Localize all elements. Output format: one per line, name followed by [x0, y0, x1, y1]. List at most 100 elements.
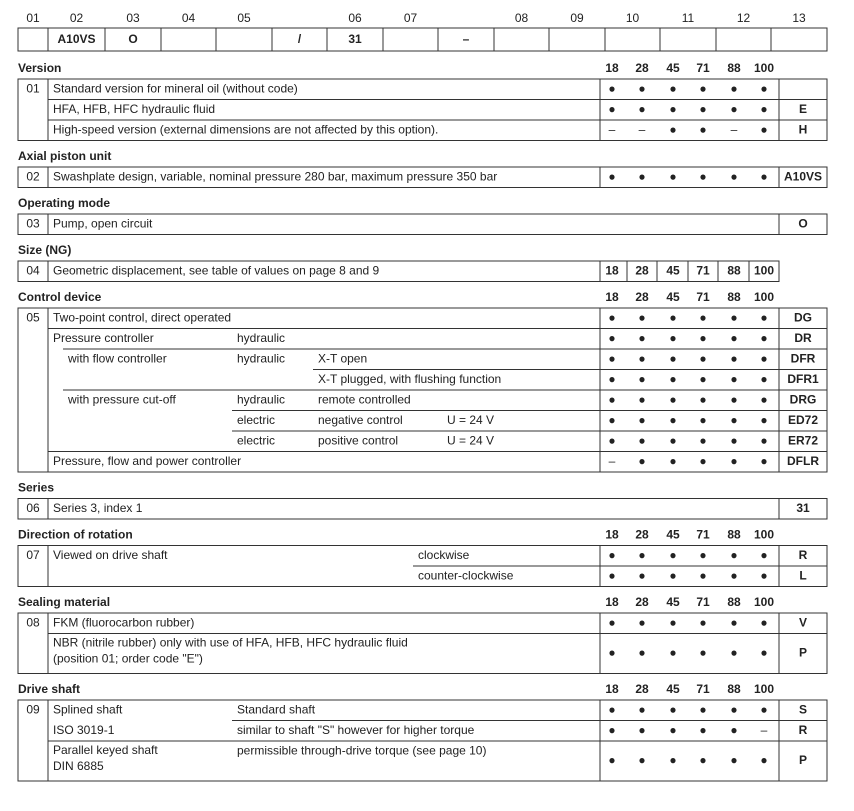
- section-number: 04: [26, 263, 40, 277]
- availability-mark: ●: [730, 723, 737, 737]
- availability-mark: ●: [730, 310, 737, 324]
- section-number: 08: [26, 615, 40, 629]
- size-header: 45: [666, 595, 680, 609]
- availability-mark: ●: [608, 331, 615, 345]
- availability-mark: –: [731, 122, 738, 136]
- row-text: similar to shaft "S" however for higher …: [237, 723, 475, 737]
- availability-mark: –: [609, 454, 616, 468]
- row-text: Swashplate design, variable, nominal pre…: [53, 169, 497, 183]
- size-header: 71: [696, 682, 710, 696]
- availability-mark: ●: [730, 753, 737, 767]
- availability-mark: ●: [730, 392, 737, 406]
- row-text: counter-clockwise: [418, 568, 514, 582]
- section-title: Axial piston unit: [18, 149, 111, 163]
- order-code: DFR: [791, 351, 816, 365]
- availability-mark: ●: [730, 548, 737, 562]
- section-title: Drive shaft: [18, 682, 80, 696]
- size-header: 88: [727, 682, 741, 696]
- availability-mark: ●: [699, 310, 706, 324]
- availability-mark: ●: [669, 413, 676, 427]
- order-code: S: [799, 702, 807, 716]
- position-label: 11: [682, 11, 695, 25]
- row-text: Geometric displacement, see table of val…: [53, 263, 380, 277]
- availability-mark: ●: [699, 433, 706, 447]
- availability-mark: ●: [699, 413, 706, 427]
- availability-mark: ●: [669, 372, 676, 386]
- availability-mark: ●: [669, 81, 676, 95]
- section-number: 09: [26, 702, 40, 716]
- availability-mark: ●: [760, 454, 767, 468]
- availability-mark: ●: [699, 548, 706, 562]
- size-header: 100: [754, 290, 774, 304]
- availability-mark: ●: [760, 646, 767, 660]
- availability-mark: ●: [669, 753, 676, 767]
- order-code: O: [798, 216, 807, 230]
- availability-mark: ●: [638, 646, 645, 660]
- size-header: 28: [635, 61, 649, 75]
- section-number: 02: [26, 169, 40, 183]
- section-number: 07: [26, 548, 40, 562]
- code-cell: [770, 27, 828, 52]
- availability-mark: ●: [669, 433, 676, 447]
- code-value: 31: [348, 32, 362, 46]
- availability-mark: ●: [669, 615, 676, 629]
- code-value: /: [298, 32, 302, 46]
- size-value: 100: [754, 263, 774, 277]
- section-title: Version: [18, 61, 61, 75]
- size-header: 45: [666, 528, 680, 542]
- row-text: U = 24 V: [447, 413, 494, 427]
- availability-mark: ●: [760, 331, 767, 345]
- section-box: [17, 612, 780, 674]
- row-text: Viewed on drive shaft: [53, 548, 168, 562]
- row-text: Standard version for mineral oil (withou…: [53, 81, 298, 95]
- row-text: electric: [237, 433, 275, 447]
- row-text: with flow controller: [67, 351, 167, 365]
- order-code: V: [799, 615, 807, 629]
- availability-mark: ●: [608, 169, 615, 183]
- section-box: [17, 699, 780, 782]
- availability-mark: ●: [699, 646, 706, 660]
- availability-mark: ●: [608, 753, 615, 767]
- size-header: 18: [605, 290, 619, 304]
- size-header: 71: [696, 290, 710, 304]
- position-label: 06: [348, 11, 362, 25]
- row-text: hydraulic: [237, 331, 285, 345]
- order-code: 31: [796, 501, 810, 515]
- availability-mark: ●: [669, 702, 676, 716]
- availability-mark: ●: [699, 615, 706, 629]
- row-text: Standard shaft: [237, 702, 316, 716]
- section-box: [17, 78, 780, 141]
- code-value: A10VS: [57, 32, 95, 46]
- size-header: 88: [727, 528, 741, 542]
- availability-mark: ●: [760, 122, 767, 136]
- size-header: 45: [666, 290, 680, 304]
- availability-mark: ●: [760, 81, 767, 95]
- row-text: NBR (nitrile rubber) only with use of HF…: [53, 636, 408, 650]
- code-cell: [548, 27, 606, 52]
- position-label: 03: [126, 11, 140, 25]
- availability-mark: ●: [760, 548, 767, 562]
- size-header: 100: [754, 595, 774, 609]
- size-header: 71: [696, 61, 710, 75]
- availability-mark: ●: [608, 392, 615, 406]
- availability-mark: ●: [669, 568, 676, 582]
- section-title: Operating mode: [18, 196, 110, 210]
- availability-mark: ●: [608, 615, 615, 629]
- section-number: 01: [26, 81, 40, 95]
- row-text: High-speed version (external dimensions …: [53, 122, 438, 136]
- availability-mark: ●: [730, 433, 737, 447]
- position-label: 08: [515, 11, 529, 25]
- availability-mark: ●: [760, 372, 767, 386]
- code-cell: [604, 27, 661, 52]
- availability-mark: ●: [638, 702, 645, 716]
- availability-mark: ●: [699, 723, 706, 737]
- availability-mark: ●: [608, 548, 615, 562]
- availability-mark: ●: [669, 102, 676, 116]
- availability-mark: ●: [699, 122, 706, 136]
- row-text: DIN 6885: [53, 759, 104, 773]
- availability-mark: ●: [730, 81, 737, 95]
- availability-mark: ●: [760, 702, 767, 716]
- availability-mark: ●: [608, 351, 615, 365]
- availability-mark: ●: [638, 331, 645, 345]
- row-text: HFA, HFB, HFC hydraulic fluid: [53, 102, 215, 116]
